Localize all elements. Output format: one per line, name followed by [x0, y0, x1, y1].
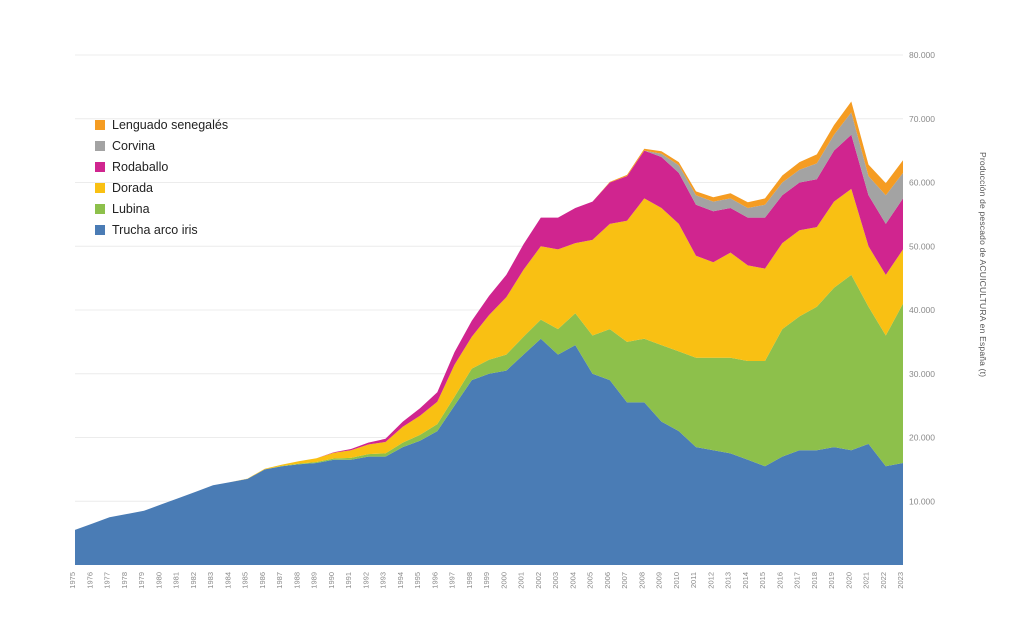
- legend-item-corvina: Corvina: [95, 139, 228, 153]
- x-tick-label: 1986: [258, 572, 267, 589]
- x-tick-label: 1983: [206, 572, 215, 589]
- x-tick-label: 1982: [189, 572, 198, 589]
- x-tick-label: 2001: [517, 572, 526, 589]
- legend-item-lenguado-senegales: Lenguado senegalés: [95, 118, 228, 132]
- x-tick-label: 1995: [413, 572, 422, 589]
- x-tick-label: 1994: [396, 572, 405, 589]
- x-tick-label: 1978: [120, 572, 129, 589]
- legend-swatch-dorada: [95, 183, 105, 193]
- area-series-trucha-arco-iris: [75, 338, 903, 565]
- x-tick-label: 2018: [810, 572, 819, 589]
- x-tick-label: 2005: [586, 572, 595, 589]
- x-tick-label: 2016: [775, 572, 784, 589]
- legend-swatch-corvina: [95, 141, 105, 151]
- area-series-dorada: [75, 188, 903, 530]
- legend-swatch-rodaballo: [95, 162, 105, 172]
- x-tick-label: 2000: [499, 572, 508, 589]
- legend-label: Lubina: [112, 202, 150, 216]
- x-tick-label: 1976: [85, 572, 94, 589]
- x-tick-label: 2014: [741, 572, 750, 589]
- y-tick-label: 50.000: [909, 241, 935, 251]
- x-tick-label: 2011: [689, 572, 698, 588]
- legend-swatch-lubina: [95, 204, 105, 214]
- x-tick-label: 2004: [568, 572, 577, 589]
- y-tick-label: 60.000: [909, 178, 935, 188]
- y-tick-label: 70.000: [909, 114, 935, 124]
- legend-label: Lenguado senegalés: [112, 118, 229, 132]
- x-tick-label: 2019: [827, 572, 836, 589]
- y-axis-title: Producción de pescado de ACUICULTURA en …: [978, 152, 988, 378]
- x-tick-label: 1999: [482, 572, 491, 589]
- x-tick-label: 1989: [310, 572, 319, 589]
- x-tick-label: 2021: [862, 572, 871, 589]
- legend-item-trucha-arco-iris: Trucha arco iris: [95, 223, 228, 237]
- legend-swatch-lenguado-senegales: [95, 120, 105, 130]
- x-tick-label: 2012: [706, 572, 715, 589]
- x-tick-label: 1998: [465, 572, 474, 589]
- x-tick-label: 2013: [724, 572, 733, 589]
- x-tick-label: 1981: [172, 572, 181, 589]
- legend-label: Rodaballo: [112, 160, 169, 174]
- x-tick-label: 2003: [551, 572, 560, 589]
- x-tick-label: 1984: [223, 572, 232, 589]
- x-tick-label: 2020: [844, 572, 853, 589]
- legend-swatch-trucha-arco-iris: [95, 225, 105, 235]
- x-tick-label: 2017: [793, 572, 802, 589]
- legend-item-lubina: Lubina: [95, 202, 228, 216]
- area-series-rodaballo: [75, 134, 903, 530]
- x-tick-label: 2022: [879, 572, 888, 589]
- x-tick-label: 1993: [379, 572, 388, 589]
- x-tick-label: 2010: [672, 572, 681, 589]
- area-series-lubina: [75, 274, 903, 530]
- x-tick-label: 2006: [603, 572, 612, 589]
- x-tick-label: 1977: [103, 572, 112, 589]
- x-tick-label: 2009: [655, 572, 664, 589]
- y-tick-label: 20.000: [909, 433, 935, 443]
- legend-label: Trucha arco iris: [112, 223, 198, 237]
- x-tick-label: 1990: [327, 572, 336, 589]
- legend-label: Corvina: [112, 139, 156, 153]
- x-tick-label: 2015: [758, 572, 767, 589]
- x-tick-label: 1996: [430, 572, 439, 589]
- legend-item-rodaballo: Rodaballo: [95, 160, 228, 174]
- legend-label: Dorada: [112, 181, 153, 195]
- x-tick-label: 2023: [896, 572, 905, 589]
- x-tick-label: 1979: [137, 572, 146, 589]
- x-tick-label: 2008: [637, 572, 646, 589]
- chart-legend: Lenguado senegalés Corvina Rodaballo Dorada…: [95, 118, 228, 237]
- y-tick-label: 40.000: [909, 305, 935, 315]
- x-tick-label: 1987: [275, 572, 284, 589]
- x-tick-label: 2007: [620, 572, 629, 589]
- x-tick-label: 1985: [241, 572, 250, 589]
- x-tick-label: 2002: [534, 572, 543, 589]
- x-tick-label: 1975: [68, 572, 77, 589]
- x-tick-label: 1997: [448, 572, 457, 589]
- x-tick-label: 1980: [154, 572, 163, 589]
- y-tick-label: 30.000: [909, 369, 935, 379]
- y-tick-label: 80.000: [909, 50, 935, 60]
- y-tick-label: 10.000: [909, 496, 935, 506]
- x-tick-label: 1992: [361, 572, 370, 589]
- x-tick-label: 1988: [292, 572, 301, 589]
- legend-item-dorada: Dorada: [95, 181, 228, 195]
- x-tick-label: 1991: [344, 572, 353, 589]
